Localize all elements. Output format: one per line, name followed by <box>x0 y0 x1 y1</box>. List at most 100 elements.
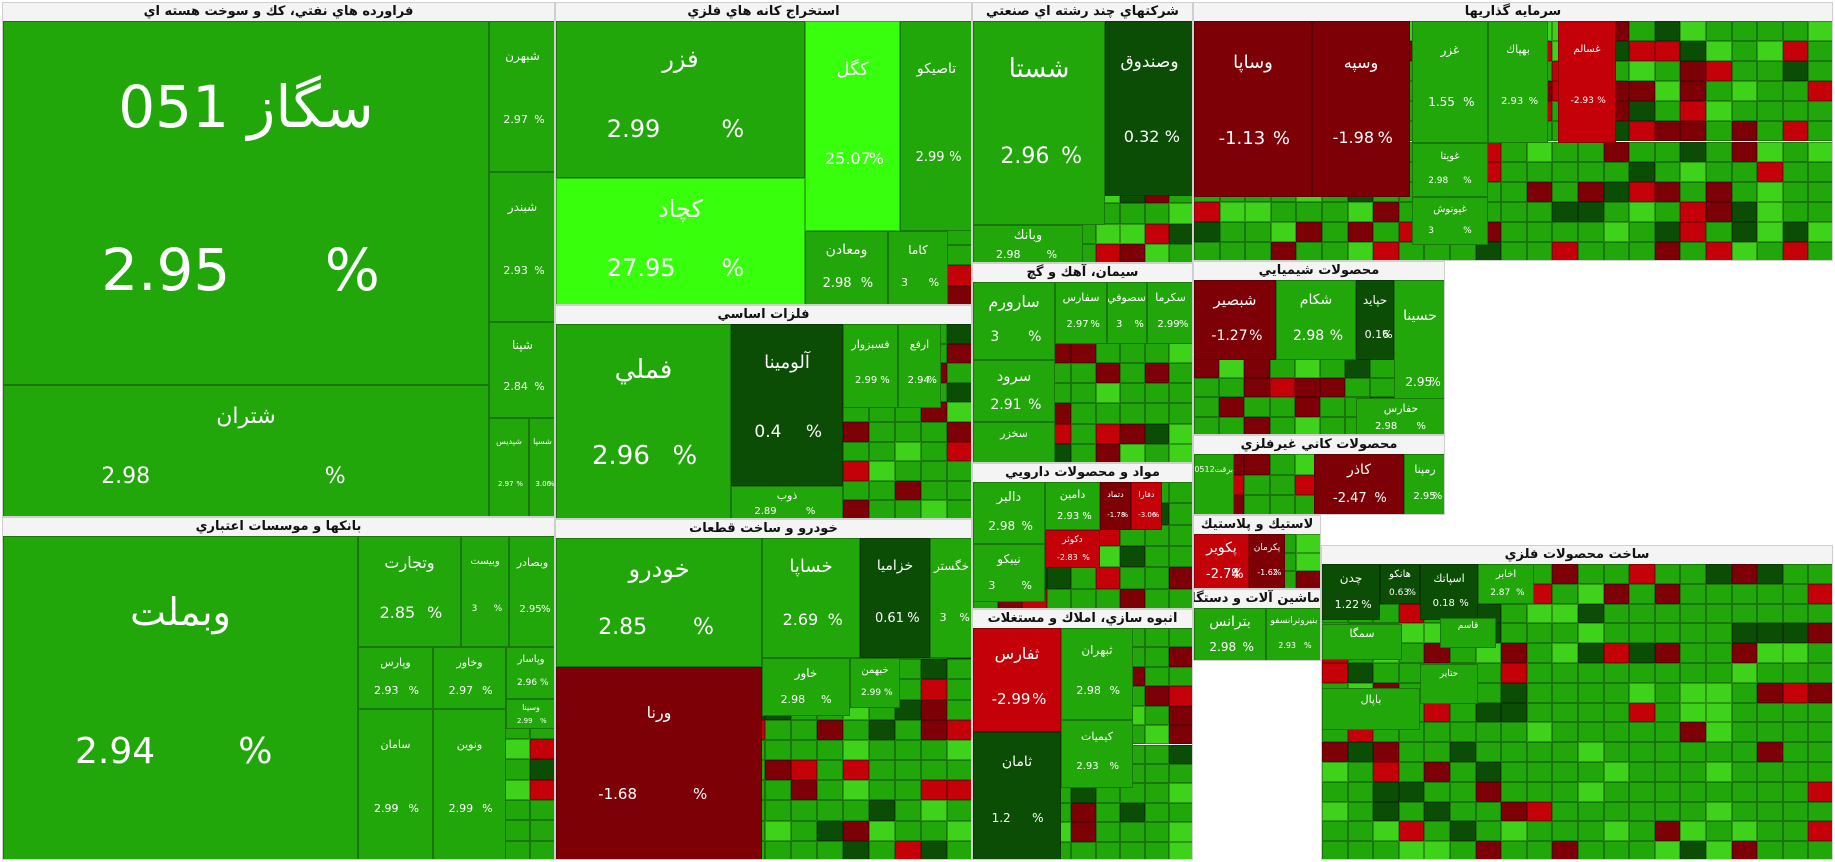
treemap-tile[interactable]: پكرمان -1.62% <box>1249 534 1285 588</box>
treemap-tile[interactable]: دالبر 2.98% <box>973 482 1045 544</box>
tile-symbol: كيميات <box>1081 730 1113 744</box>
treemap-tile[interactable]: فسبزوار 2.99% <box>843 324 898 408</box>
treemap-tile[interactable]: دكوثر -2.83% <box>1045 530 1100 568</box>
treemap-tile[interactable]: دامين 2.93% <box>1045 482 1100 530</box>
treemap-tile[interactable]: خساپا 2.69% <box>762 538 860 658</box>
treemap-tile[interactable]: ذوب 2.89% <box>731 486 843 518</box>
treemap-tile[interactable]: غويتا 2.98% <box>1412 143 1488 197</box>
minor-tile <box>1347 663 1374 683</box>
treemap-tile[interactable]: خبهمن 2.99% <box>850 658 900 708</box>
minor-tile <box>1782 161 1809 182</box>
tile-symbol: ثامان <box>1001 754 1033 771</box>
treemap-tile[interactable]: رمپنا 2.95% <box>1404 454 1444 514</box>
tile-symbol: دتماد <box>1107 489 1124 499</box>
treemap-tile[interactable]: حپايد 0.16% <box>1356 280 1394 360</box>
treemap-tile[interactable]: هانكو 0.63% <box>1380 564 1420 604</box>
treemap-tile[interactable]: تاصيكو 2.99% <box>900 21 971 231</box>
minor-tile <box>1578 221 1604 242</box>
sector-title: ماشين آلات و دستگاههاي برقي <box>1194 590 1320 608</box>
treemap-tile[interactable]: ثامان 1.2% <box>973 732 1061 859</box>
treemap-tile[interactable]: برقت0512 <box>1194 454 1234 514</box>
treemap-tile[interactable]: خودرو 2.85% <box>556 538 762 667</box>
minor-tile <box>1501 841 1527 859</box>
minor-tile <box>946 402 971 422</box>
treemap-tile[interactable]: كگل 25.07% <box>805 21 900 231</box>
tile-symbol: كگل <box>836 59 869 81</box>
treemap-tile[interactable]: فزر 2.99% <box>556 21 805 178</box>
treemap-tile[interactable]: وپاسار 2.96% <box>506 647 554 699</box>
treemap-tile[interactable]: وصندوق 0.32% <box>1105 21 1192 196</box>
treemap-tile[interactable]: شبصير -1.27% <box>1194 280 1276 360</box>
sector-13: ماشين آلات و دستگاههاي برقيبترانس2.98%بن… <box>1193 589 1321 661</box>
treemap-tile[interactable]: كيميات 2.93% <box>1061 720 1133 788</box>
tile-symbol: سگاز 051 <box>118 73 374 142</box>
tile-percent: % <box>692 785 708 804</box>
treemap-tile[interactable]: وسپه -1.98% <box>1312 21 1410 197</box>
treemap-tile[interactable]: وبيست 3% <box>461 536 509 647</box>
treemap-tile[interactable]: سمگا <box>1322 624 1402 660</box>
treemap-tile[interactable]: آلومينا 0.4% <box>731 324 843 486</box>
treemap-tile[interactable]: شستا 2.96% <box>973 21 1105 225</box>
minor-tile <box>1629 181 1655 202</box>
treemap-tile[interactable]: شكام 2.98% <box>1276 280 1356 360</box>
treemap-tile[interactable]: پكوير -2.74% <box>1194 534 1249 588</box>
treemap-tile[interactable]: بترانس 2.98% <box>1194 608 1266 660</box>
treemap-tile[interactable]: ومعادن 2.98% <box>805 231 888 304</box>
treemap-tile[interactable]: چدن 1.22% <box>1322 564 1380 620</box>
treemap-tile[interactable]: شبهرن 2.97% <box>489 21 554 172</box>
treemap-tile[interactable]: باپال <box>1322 688 1420 730</box>
treemap-tile[interactable]: شسپا 3.00% <box>529 418 554 516</box>
treemap-tile[interactable]: وساپا -1.13% <box>1194 21 1312 197</box>
treemap-tile[interactable]: حفارس 2.98% <box>1356 398 1444 434</box>
treemap-tile[interactable]: سرود 2.91% <box>973 360 1055 422</box>
treemap-tile[interactable]: حتاير <box>1420 664 1478 704</box>
treemap-tile[interactable]: سگاز 051 2.95% <box>3 21 489 385</box>
treemap-tile[interactable]: بنيروترانسفو 2.93% <box>1266 608 1320 660</box>
treemap-tile[interactable]: سصوفي 3% <box>1107 282 1147 344</box>
minor-tile <box>1578 643 1604 663</box>
treemap-tile[interactable]: اخابر 2.87% <box>1478 564 1534 604</box>
treemap-tile[interactable]: اسپاتك 0.18% <box>1420 564 1478 620</box>
treemap-tile[interactable]: وتجارت 2.85% <box>358 536 461 647</box>
treemap-tile[interactable]: وسينا 2.99% <box>506 699 554 729</box>
treemap-tile[interactable]: شتران 2.98% <box>3 385 489 516</box>
treemap-tile[interactable]: خزاميا 0.61% <box>860 538 930 658</box>
treemap-tile[interactable]: وبانك 2.98% <box>973 225 1083 262</box>
minor-tile <box>529 820 554 841</box>
treemap-tile[interactable]: سامان 2.99% <box>358 709 433 859</box>
minor-tile <box>1757 201 1783 222</box>
treemap-tile[interactable]: خگستر 3% <box>930 538 971 658</box>
treemap-tile[interactable]: نيبكو 3% <box>973 544 1045 602</box>
treemap-tile[interactable]: غزر 1.55% <box>1412 21 1488 143</box>
treemap-tile[interactable]: وبملت 2.94% <box>3 536 358 859</box>
treemap-tile[interactable]: غپونوش 3% <box>1412 197 1488 245</box>
treemap-tile[interactable]: شپديس 2.97% <box>489 418 529 516</box>
treemap-tile[interactable]: سكرما 2.99% <box>1147 282 1192 344</box>
treemap-tile[interactable]: ونوين 2.99% <box>433 709 506 859</box>
treemap-tile[interactable]: كچاد 27.95% <box>556 178 805 304</box>
treemap-tile[interactable]: ثبهران 2.98% <box>1061 628 1133 720</box>
treemap-tile[interactable]: خاور 2.98% <box>762 658 850 716</box>
treemap-tile[interactable]: غسالم -2.93% <box>1558 21 1616 143</box>
treemap-tile[interactable]: دفارا -3.06% <box>1131 482 1162 530</box>
treemap-tile[interactable]: سخزر <box>973 422 1055 462</box>
treemap-tile[interactable]: ورنا -1.68% <box>556 667 762 859</box>
treemap-tile[interactable]: دتماد -1.78% <box>1100 482 1131 530</box>
treemap-tile[interactable]: وخاور 2.97% <box>433 647 506 709</box>
treemap-tile[interactable]: شبندر 2.93% <box>489 172 554 322</box>
treemap-tile[interactable]: شپنا 2.84% <box>489 322 554 418</box>
tile-change: 1.2 <box>991 810 1011 825</box>
treemap-tile[interactable]: سارورم 3% <box>973 282 1055 360</box>
treemap-tile[interactable]: فملي 2.96% <box>556 324 731 518</box>
treemap-tile[interactable]: سفارس 2.97% <box>1055 282 1107 344</box>
treemap-tile[interactable]: بهپاك 2.93% <box>1488 21 1548 143</box>
treemap-tile[interactable]: ثفارس -2.99% <box>973 628 1061 732</box>
treemap-tile[interactable]: وبصادر 2.95% <box>509 536 554 647</box>
treemap-tile[interactable]: كاذر -2.47% <box>1314 454 1404 514</box>
minor-tile <box>1808 201 1832 222</box>
treemap-tile[interactable]: كاما 3% <box>888 231 948 304</box>
treemap-tile[interactable]: وپارس 2.93% <box>358 647 433 709</box>
treemap-tile[interactable]: قاسم <box>1440 618 1496 648</box>
treemap-tile[interactable]: ارفع 2.94% <box>898 324 941 408</box>
minor-tile <box>1475 722 1502 743</box>
